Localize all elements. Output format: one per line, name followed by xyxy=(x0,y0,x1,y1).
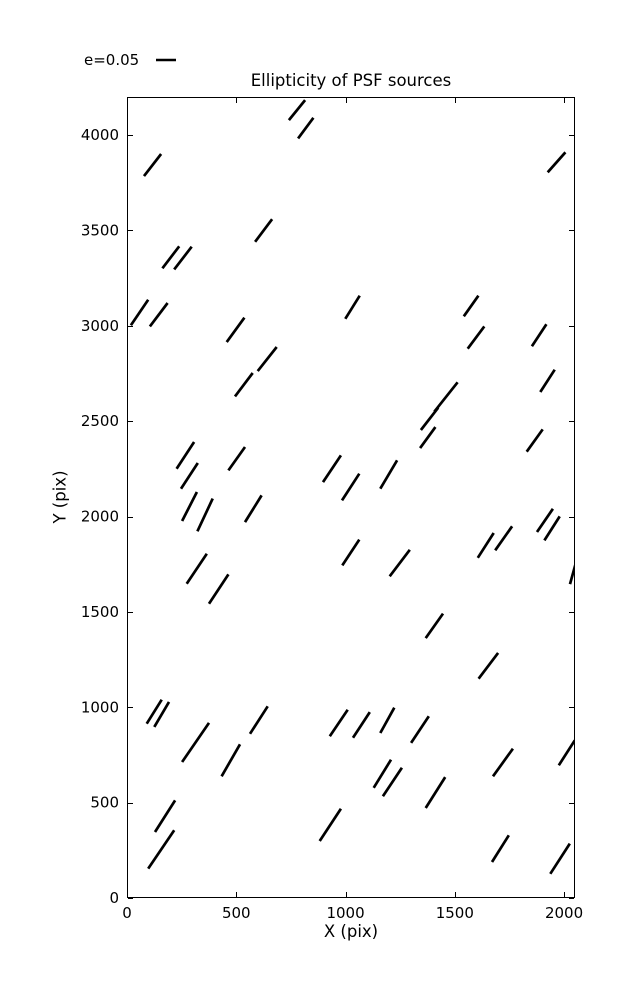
y-axis-label: Y (pix) xyxy=(50,470,70,524)
ellipticity-stick xyxy=(409,715,430,744)
ellipticity-stick xyxy=(227,446,247,472)
y-tick-label: 0 xyxy=(109,889,119,907)
ellipticity-stick xyxy=(318,807,343,842)
x-axis-label: X (pix) xyxy=(323,922,379,941)
ellipticity-stick xyxy=(196,498,214,532)
y-tick-label: 4000 xyxy=(81,126,119,144)
ellipticity-stick xyxy=(287,99,307,121)
ellipticity-stick xyxy=(381,766,404,798)
ellipticity-stick xyxy=(549,842,571,875)
ellipticity-stick xyxy=(557,739,575,767)
ellipticity-stick xyxy=(568,561,575,585)
ellipticity-stick xyxy=(321,454,343,483)
ellipticity-stick xyxy=(153,701,171,728)
y-tick-label: 3000 xyxy=(81,317,119,335)
x-tick-label: 1500 xyxy=(436,904,474,922)
y-tick-label: 3500 xyxy=(81,222,119,240)
ellipticity-stick xyxy=(225,316,246,343)
x-tick-label: 1000 xyxy=(326,904,364,922)
plot-frame xyxy=(127,97,575,898)
ellipticity-stick xyxy=(142,153,163,177)
y-tick-label: 500 xyxy=(90,794,119,812)
ellipticity-stick xyxy=(254,218,274,243)
ellipticity-stick xyxy=(180,491,199,522)
ellipticity-stick xyxy=(351,711,371,739)
ellipticity-stick xyxy=(462,294,480,318)
ellipticity-stick xyxy=(145,698,163,725)
ellipticity-stick xyxy=(185,553,208,585)
ellipticity-stick xyxy=(256,346,278,372)
y-tick-label: 1500 xyxy=(81,603,119,621)
ellipticity-stick xyxy=(153,799,177,833)
ellipticity-stick xyxy=(379,707,396,734)
legend: e=0.05 xyxy=(84,50,179,70)
x-tick-label: 0 xyxy=(122,904,132,922)
y-tick-label: 2500 xyxy=(81,412,119,430)
ellipticity-stick xyxy=(161,245,181,270)
whisker-segments xyxy=(129,99,575,875)
ellipticity-stick xyxy=(539,368,556,393)
ellipticity-stick xyxy=(344,294,361,320)
ellipticity-stick xyxy=(525,428,544,453)
x-tick-label: 500 xyxy=(222,904,251,922)
ellipticity-stick xyxy=(477,652,500,680)
ellipticity-stick xyxy=(379,459,399,490)
ellipticity-stick xyxy=(419,426,437,449)
ellipticity-stick xyxy=(328,709,349,738)
ellipticity-stick xyxy=(175,441,196,470)
ellipticity-stick xyxy=(148,302,169,328)
legend-label: e=0.05 xyxy=(84,51,140,69)
x-tick-label: 2000 xyxy=(545,904,583,922)
ellipticity-stick xyxy=(530,323,548,348)
ellipticity-stick xyxy=(243,494,263,523)
ellipticity-stick xyxy=(535,508,555,533)
ellipticity-stick xyxy=(173,245,193,271)
ellipticity-stick xyxy=(233,372,254,398)
ellipticity-stick xyxy=(248,705,269,735)
ellipticity-stick xyxy=(424,776,447,809)
ellipticity-stick xyxy=(372,758,393,789)
ellipticity-stick xyxy=(424,612,445,639)
ellipticity-stick xyxy=(341,538,361,567)
ellipticity-stick xyxy=(490,834,510,863)
ellipticity-stick xyxy=(340,472,361,502)
ellipticity-stick xyxy=(388,548,411,578)
ellipticity-stick xyxy=(433,381,459,413)
chart-title: Ellipticity of PSF sources xyxy=(250,71,452,90)
ellipticity-stick xyxy=(129,298,150,327)
ellipticity-stick xyxy=(179,462,199,490)
y-tick-label: 2000 xyxy=(81,508,119,526)
y-tick-label: 1000 xyxy=(81,698,119,716)
ellipticity-stick xyxy=(543,515,561,542)
ellipticity-stick xyxy=(180,722,211,763)
ellipticity-stick xyxy=(147,829,176,870)
legend-line-sample xyxy=(156,58,177,62)
ellipticity-stick xyxy=(494,525,514,552)
ellipticity-stick xyxy=(297,116,315,140)
ellipticity-stick xyxy=(491,747,514,778)
ellipticity-stick xyxy=(466,325,486,350)
ellipticity-stick xyxy=(546,151,567,174)
ellipticity-stick xyxy=(476,532,495,559)
ellipticity-stick xyxy=(207,573,230,605)
ellipticity-stick xyxy=(220,743,242,777)
